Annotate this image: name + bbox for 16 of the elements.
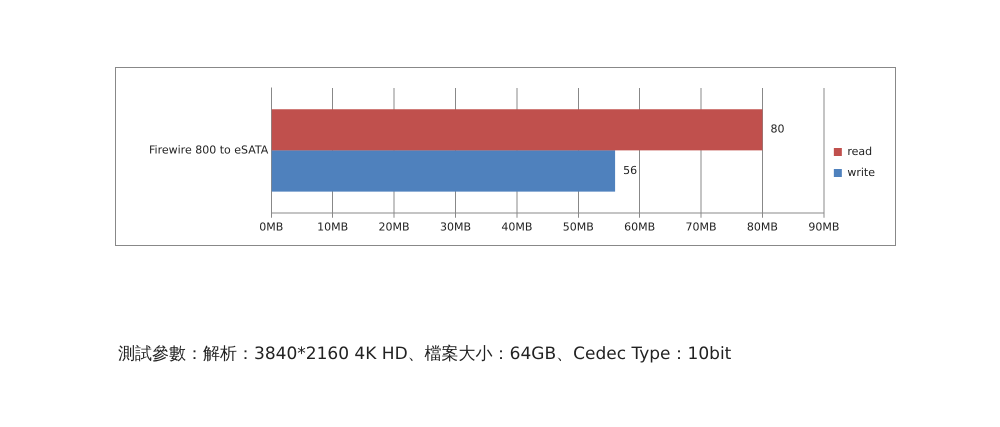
legend-label: write <box>847 166 876 179</box>
x-tick-label: 30MB <box>440 220 471 234</box>
data-label: 80 <box>770 122 784 136</box>
x-tick-label: 0MB <box>259 220 284 234</box>
x-tick-label: 50MB <box>562 220 594 234</box>
x-tick-label: 70MB <box>686 220 717 234</box>
x-tick-label: 90MB <box>808 220 840 234</box>
x-tick-label: 10MB <box>317 220 348 234</box>
x-tick-label: 80MB <box>746 220 778 234</box>
y-tick-label: Firewire 800 to eSATA <box>148 143 269 156</box>
x-tick-label: 20MB <box>378 220 410 234</box>
x-tick-label: 60MB <box>624 220 656 234</box>
data-label: 56 <box>623 164 638 177</box>
x-tick-label: 40MB <box>501 220 532 234</box>
legend-label: read <box>847 144 872 158</box>
text: 測試參數：解析：3840*2160 4K HD、檔案大小：64GB、Cedec Type：10bit <box>118 343 732 366</box>
